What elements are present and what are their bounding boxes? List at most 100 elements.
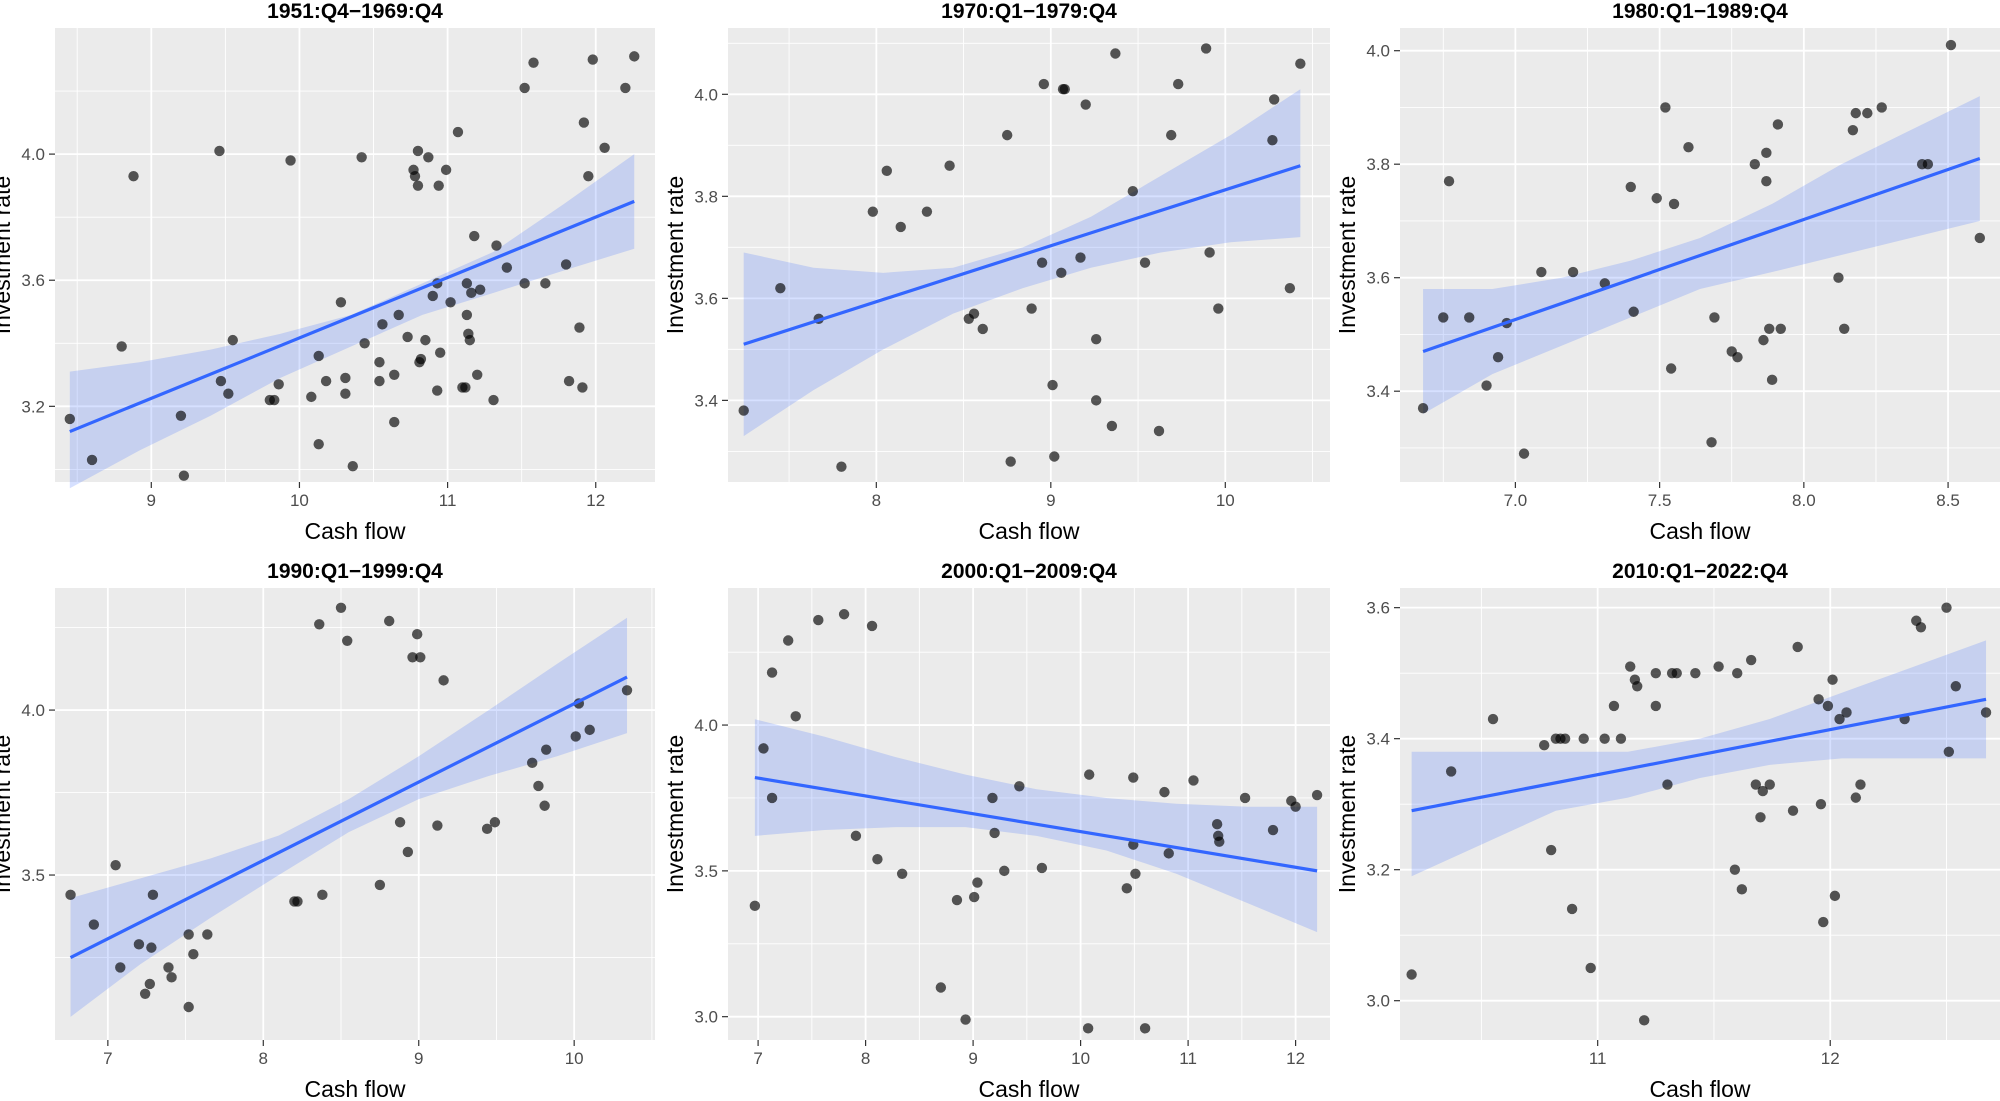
data-point	[434, 347, 446, 358]
x-axis-label: Cash flow	[305, 1076, 406, 1101]
y-tick-label: 3.6	[1366, 599, 1390, 618]
data-point	[1159, 786, 1170, 798]
data-point	[423, 152, 434, 163]
panel-title: 2000:Q1−2009:Q4	[941, 560, 1117, 583]
data-point	[188, 949, 199, 960]
x-tick-label: 9	[1046, 491, 1055, 510]
data-point	[1813, 694, 1824, 705]
panel-title: 1980:Q1−1989:Q4	[1612, 0, 1788, 23]
data-point	[1200, 43, 1212, 54]
data-point	[1153, 425, 1165, 437]
data-point	[1827, 674, 1838, 685]
data-point	[64, 413, 76, 425]
data-point	[227, 334, 238, 346]
data-point	[1038, 78, 1050, 90]
data-point	[1745, 654, 1757, 666]
data-point	[968, 891, 980, 903]
data-point	[775, 282, 786, 294]
panel-4: 7 8 9 10 3.5 4.0 1990:Q1−1999:Q4 Cash flow Inves…	[0, 560, 655, 1101]
data-point	[1267, 824, 1279, 836]
data-point	[1417, 403, 1429, 414]
data-point	[389, 416, 400, 428]
x-tick-label: 8.0	[1792, 491, 1816, 510]
data-point	[402, 846, 414, 858]
y-tick-label: 3.2	[1366, 861, 1390, 880]
y-axis-label: Investment rate	[662, 176, 688, 335]
data-point	[407, 652, 418, 663]
data-point	[1090, 333, 1102, 345]
data-point	[584, 724, 595, 736]
data-point	[1766, 374, 1778, 386]
data-point	[1578, 733, 1589, 744]
x-axis-label: Cash flow	[1650, 518, 1751, 544]
panel-1: 9 10 11 12 3.2 3.6 4.0 1951:Q4−1969:Q4 Cash flow…	[0, 0, 655, 544]
data-point	[1822, 700, 1834, 712]
data-point	[1538, 740, 1550, 751]
data-point	[1585, 962, 1596, 974]
y-tick-label: 3.8	[1366, 155, 1390, 174]
data-point	[1834, 713, 1845, 725]
data-point	[1443, 176, 1455, 187]
y-axis-label: Investment rate	[0, 176, 15, 335]
data-point	[491, 240, 502, 251]
data-point	[1127, 186, 1139, 197]
data-point	[1284, 282, 1296, 294]
panel-background	[1400, 588, 2000, 1040]
panel-2: 8 9 10 3.4 3.6 3.8 4.0 1970:Q1−1979:Q4 Cash flow…	[662, 0, 1330, 544]
data-point	[166, 972, 177, 983]
data-point	[766, 792, 778, 804]
data-point	[402, 331, 413, 343]
data-point	[393, 309, 404, 321]
data-point	[412, 180, 424, 191]
data-point	[960, 1014, 971, 1025]
data-point	[1139, 1023, 1151, 1034]
x-tick-label: 9	[147, 491, 156, 510]
data-point	[620, 82, 631, 94]
data-point	[1855, 779, 1866, 790]
data-point	[921, 206, 933, 217]
y-tick-label: 3.6	[1366, 269, 1390, 288]
y-tick-label: 3.0	[694, 1008, 718, 1027]
data-point	[1211, 819, 1223, 830]
data-point	[519, 278, 530, 289]
data-point	[1638, 1015, 1650, 1026]
data-point	[1090, 395, 1102, 406]
data-point	[1172, 78, 1184, 90]
y-tick-label: 3.0	[1366, 992, 1390, 1011]
data-point	[1671, 667, 1682, 679]
data-point	[1267, 135, 1278, 146]
data-point	[163, 962, 174, 973]
data-point	[1732, 667, 1743, 679]
data-point	[460, 382, 471, 393]
data-point	[895, 221, 906, 233]
data-point	[1650, 667, 1662, 679]
data-point	[999, 865, 1010, 877]
data-point	[1268, 94, 1280, 105]
data-point	[1668, 198, 1680, 210]
data-point	[1559, 733, 1571, 744]
data-point	[1862, 107, 1873, 119]
data-point	[563, 375, 575, 387]
data-point	[935, 982, 947, 993]
data-point	[1787, 805, 1799, 816]
data-point	[944, 160, 955, 171]
data-point	[461, 309, 473, 321]
data-point	[347, 461, 358, 472]
data-point	[540, 744, 552, 755]
y-tick-label: 3.6	[21, 271, 45, 290]
data-point	[432, 385, 443, 396]
data-point	[306, 391, 317, 403]
data-point	[433, 180, 444, 191]
data-point	[1749, 159, 1761, 170]
data-point	[1487, 713, 1499, 725]
data-point	[1295, 58, 1306, 69]
y-tick-label: 4.0	[694, 716, 718, 735]
x-tick-label: 12	[586, 491, 605, 510]
x-tick-label: 9	[968, 1049, 977, 1068]
y-axis-label: Investment rate	[0, 735, 15, 894]
panel-5: 7 8 9 10 11 12 3.0 3.5 4.0 2000:Q1−2009:Q4 Cash fl…	[662, 560, 1330, 1101]
panel-title: 1970:Q1−1979:Q4	[941, 0, 1117, 23]
data-point	[356, 152, 367, 163]
y-tick-label: 3.5	[21, 866, 45, 885]
data-point	[629, 51, 640, 62]
